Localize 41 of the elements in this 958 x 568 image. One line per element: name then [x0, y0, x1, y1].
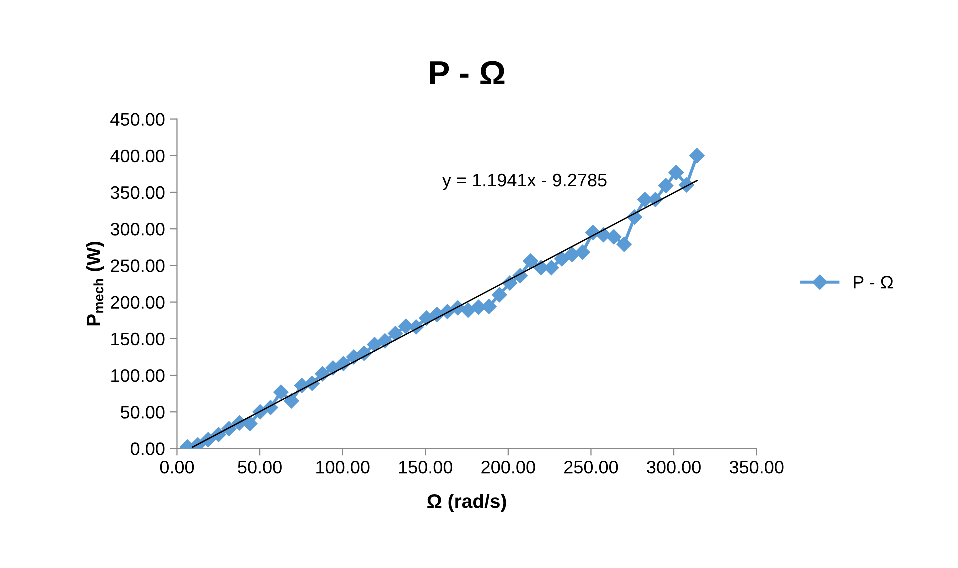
y-tick-label: 150.00 — [112, 332, 165, 346]
x-tick-label: 250.00 — [564, 461, 618, 474]
chart-title: P - Ω — [430, 61, 505, 85]
point — [554, 252, 570, 267]
y-tick-label: 350.00 — [110, 186, 165, 200]
point — [471, 300, 486, 315]
y-tick-label: 100.00 — [112, 369, 165, 382]
x-tick-label: 50.00 — [238, 461, 282, 474]
y-tick-label: 250.00 — [111, 260, 165, 272]
point — [616, 236, 632, 252]
y-tick-label: 50.00 — [120, 406, 165, 419]
x-tick-label: 150.00 — [399, 461, 453, 474]
point — [388, 326, 404, 342]
y-tick-label: 200.00 — [111, 296, 165, 310]
point — [315, 366, 330, 382]
point — [668, 165, 684, 180]
y-tick-label: 400.00 — [110, 150, 165, 163]
y-tick-label: 0.00 — [130, 442, 165, 456]
x-tick-label: 200.00 — [482, 461, 536, 474]
x-tick-label: 300.00 — [647, 461, 701, 474]
point — [460, 302, 476, 318]
point — [523, 254, 538, 269]
point — [606, 230, 622, 245]
y-tick-label: 300.00 — [110, 223, 165, 236]
y-axis-title: P$_{mech}$ (W) — [86, 242, 104, 326]
y-tick-label: 450.00 — [110, 113, 165, 126]
point — [482, 299, 497, 314]
point — [274, 384, 289, 400]
annotation: y = 1.1941x - 9.2785 — [442, 174, 607, 190]
x-tick-label: 100.00 — [316, 461, 370, 474]
point — [492, 287, 508, 303]
point — [658, 178, 674, 194]
point — [690, 148, 705, 164]
point — [575, 244, 590, 260]
legend-label: P - Ω — [854, 276, 894, 289]
point — [284, 394, 300, 409]
point — [242, 416, 258, 432]
x-axis-title: Ω (rad/s) — [428, 494, 506, 512]
x-tick-label: 0.00 — [160, 461, 194, 474]
x-tick-label: 350.00 — [730, 461, 784, 474]
point — [544, 260, 560, 276]
